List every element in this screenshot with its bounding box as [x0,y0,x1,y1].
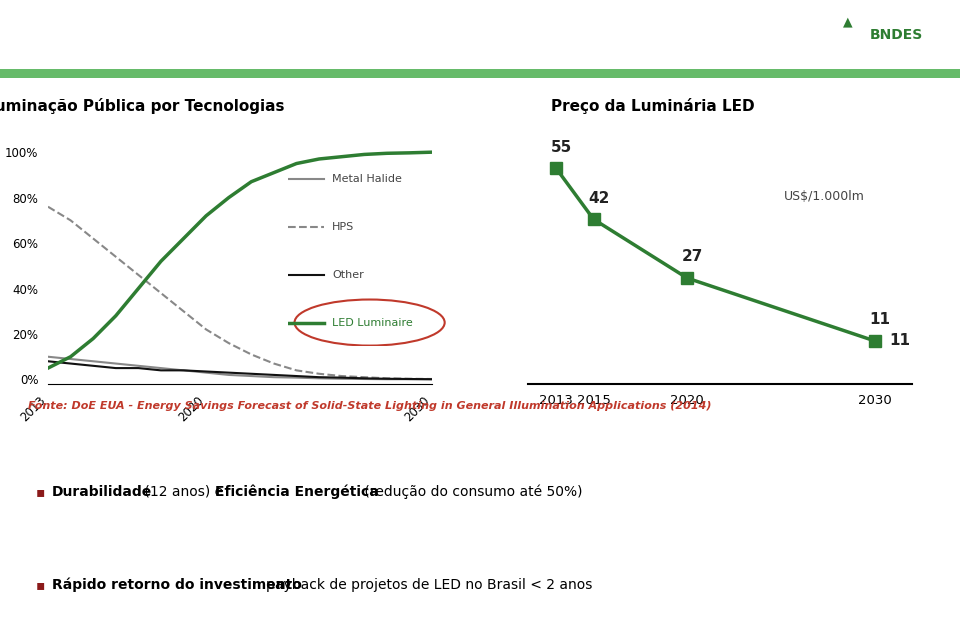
FancyBboxPatch shape [0,68,960,78]
Text: Durabilidade: Durabilidade [52,485,153,499]
Text: Iluminação Pública por Tecnologias: Iluminação Pública por Tecnologias [0,97,285,113]
Text: 55: 55 [550,140,572,154]
Text: Massificação das luminárias LED em ambientes externos: Massificação das luminárias LED em ambie… [19,24,686,46]
Text: US$/1.000lm: US$/1.000lm [784,189,865,203]
Text: ▲: ▲ [843,15,852,28]
Text: 11: 11 [869,312,890,327]
Text: Rápido retorno do investimento: Rápido retorno do investimento [52,578,301,592]
Text: 11: 11 [890,333,910,348]
FancyBboxPatch shape [835,8,946,64]
Text: 27: 27 [682,250,703,264]
Text: LED Luminaire: LED Luminaire [332,317,413,328]
Text: ▪: ▪ [36,485,45,499]
Text: : payback de projetos de LED no Brasil < 2 anos: : payback de projetos de LED no Brasil <… [257,578,592,592]
Text: 42: 42 [588,191,610,205]
Text: Fonte: DoE EUA - Energy Savings Forecast of Solid-State Lighting in General Illu: Fonte: DoE EUA - Energy Savings Forecast… [29,401,712,412]
Text: (12 anos) e: (12 anos) e [140,485,228,499]
Text: Eficiência Energética: Eficiência Energética [215,484,379,499]
Text: Other: Other [332,269,364,280]
Text: Metal Halide: Metal Halide [332,173,402,184]
Text: HPS: HPS [332,221,354,232]
Text: ▪: ▪ [36,578,45,592]
Text: Preço da Luminária LED: Preço da Luminária LED [551,97,755,113]
Text: BNDES: BNDES [870,28,923,42]
Text: (redução do consumo até 50%): (redução do consumo até 50%) [360,484,583,499]
